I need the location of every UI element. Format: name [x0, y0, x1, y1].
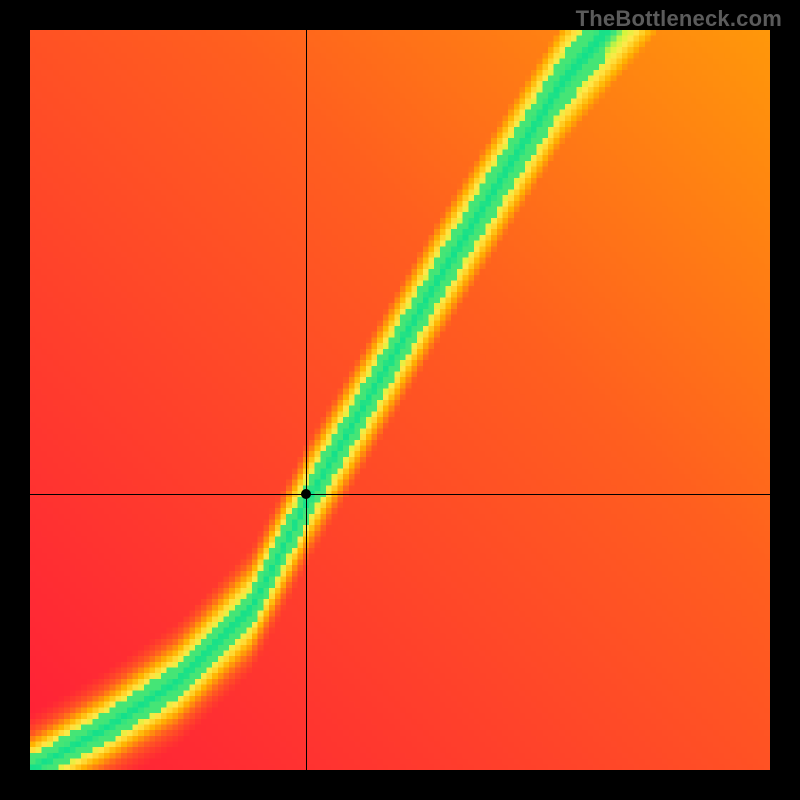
watermark-text: TheBottleneck.com — [576, 6, 782, 32]
crosshair-vertical — [306, 30, 307, 770]
heatmap-canvas — [30, 30, 770, 770]
selection-dot — [301, 489, 311, 499]
bottleneck-heatmap — [30, 30, 770, 770]
crosshair-horizontal — [30, 494, 770, 495]
